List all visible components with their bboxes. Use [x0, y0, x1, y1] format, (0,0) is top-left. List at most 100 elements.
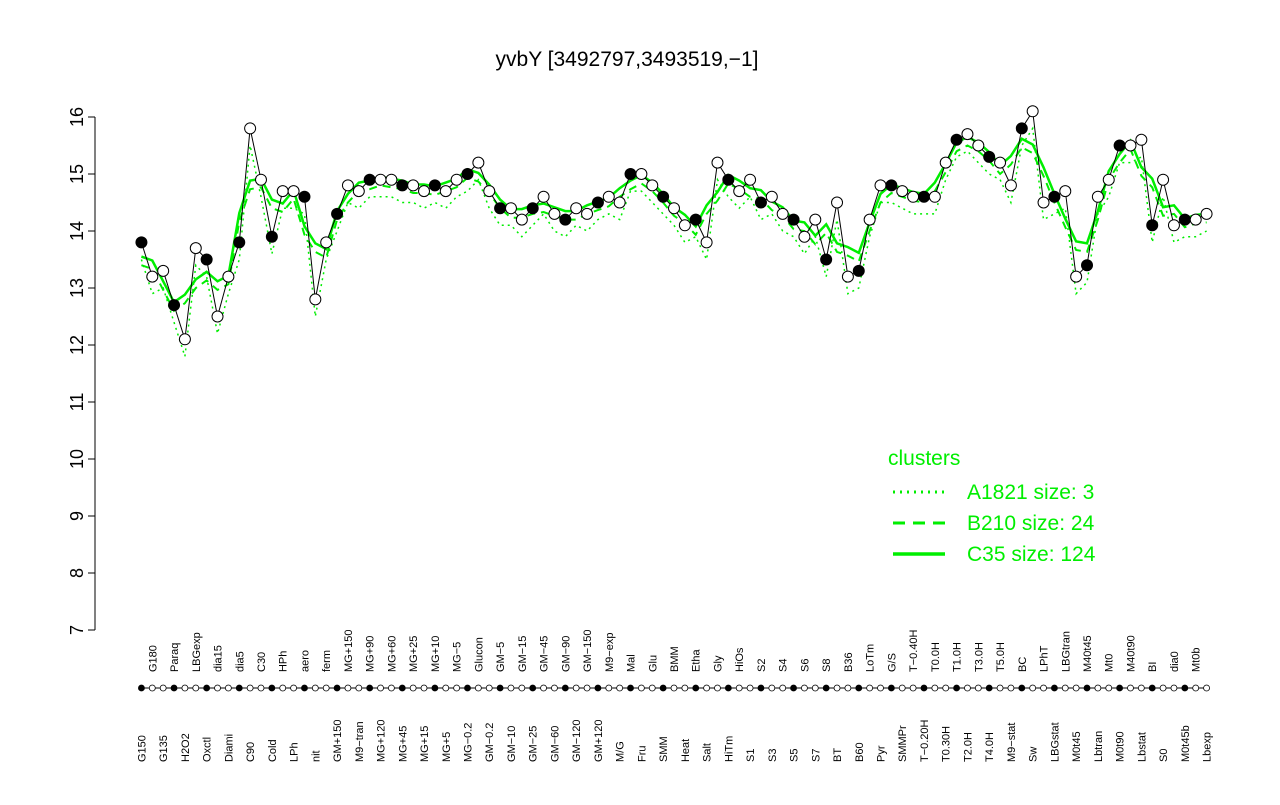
x-tick-label: C30 — [256, 652, 268, 672]
x-tick-marker — [1061, 684, 1069, 692]
x-tick-label: MG+25 — [408, 636, 420, 672]
x-tick-marker — [942, 684, 950, 692]
data-point — [178, 333, 191, 346]
data-point — [222, 270, 235, 283]
x-tick-label: Oxctl — [202, 737, 214, 762]
x-tick-marker — [866, 684, 874, 692]
data-point — [1059, 185, 1072, 198]
x-tick-label: T1.0H — [952, 642, 964, 672]
x-tick-marker — [214, 684, 221, 692]
data-point — [374, 173, 387, 186]
x-tick-label: MG+45 — [397, 726, 409, 762]
x-tick-marker — [138, 684, 145, 692]
x-tick-label: G135 — [158, 735, 170, 762]
x-tick-label: GM−45 — [539, 636, 551, 672]
x-tick-marker — [398, 684, 406, 692]
x-tick-marker — [1203, 684, 1210, 692]
data-point — [1178, 213, 1191, 226]
data-point — [168, 299, 181, 312]
cluster-line-c35 — [140, 135, 1207, 305]
x-tick-marker — [616, 684, 624, 692]
x-tick-label: MG+5 — [441, 732, 453, 762]
data-point — [744, 173, 757, 186]
data-point — [1189, 213, 1202, 226]
data-point — [733, 185, 746, 198]
data-point — [504, 202, 517, 215]
x-tick-label: LBGexp — [191, 632, 203, 672]
x-tick-marker — [1137, 684, 1145, 692]
x-tick-marker — [170, 684, 178, 692]
x-tick-label: T−0.40H — [908, 629, 920, 672]
data-point — [613, 196, 626, 209]
x-tick-marker — [551, 684, 558, 692]
x-tick-label: Fru — [636, 746, 648, 763]
x-tick-label: Mt0b — [1191, 648, 1203, 672]
data-point — [776, 207, 789, 220]
x-tick-label: GM−120 — [571, 720, 583, 763]
data-point — [961, 128, 974, 141]
x-tick-label: Lbexp — [1202, 732, 1214, 762]
y-tick-label: 13 — [67, 278, 87, 298]
x-tick-marker — [355, 684, 363, 692]
x-tick-marker — [268, 684, 276, 692]
data-point — [515, 213, 528, 226]
x-tick-label: M0t45 — [1071, 731, 1083, 762]
data-point — [896, 185, 909, 198]
x-tick-label: T4.0H — [984, 732, 996, 762]
x-tick-marker — [1018, 684, 1026, 692]
x-tick-marker — [877, 684, 884, 692]
x-tick-label: G/S — [886, 653, 898, 672]
x-tick-label: Mal — [626, 654, 638, 672]
x-tick-marker — [648, 684, 656, 692]
x-tick-label: HPh — [278, 651, 290, 672]
data-point — [331, 207, 344, 220]
x-tick-label: LBGstat — [1049, 722, 1061, 762]
x-tick-label: GM−60 — [549, 726, 561, 762]
x-tick-marker — [779, 684, 787, 692]
x-tick-marker — [670, 684, 678, 692]
x-tick-marker — [964, 684, 971, 692]
x-tick-marker — [1116, 684, 1124, 692]
x-tick-label: BC — [1017, 657, 1029, 672]
data-point — [396, 179, 409, 192]
data-point — [831, 196, 844, 209]
data-point — [320, 236, 333, 249]
x-tick-label: S3 — [767, 749, 779, 762]
data-point — [581, 207, 594, 220]
legend-label: C35 size: 124 — [967, 543, 1096, 566]
data-point — [157, 264, 170, 277]
data-point — [863, 213, 876, 226]
x-tick-label: GM−25 — [528, 726, 540, 762]
x-tick-label: M/G — [615, 741, 627, 762]
data-point — [189, 242, 202, 255]
x-tick-label: Cold — [267, 739, 279, 762]
x-tick-marker — [159, 684, 167, 692]
data-point — [841, 270, 854, 283]
x-axis: G150 G180 G135 Paraq H2O2 LBGexp Oxctl dia15 Dia… — [136, 629, 1213, 762]
x-tick-label: dia0 — [1169, 651, 1181, 672]
x-tick-label: Salt — [702, 743, 714, 762]
data-point — [341, 179, 354, 192]
x-tick-label: T5.0H — [995, 642, 1007, 672]
x-tick-label: M9−exp — [604, 633, 616, 672]
data-point — [765, 190, 778, 203]
x-tick-marker — [464, 684, 471, 692]
x-tick-marker — [420, 684, 428, 692]
x-tick-label: Gly — [712, 655, 724, 672]
x-tick-label: Glu — [647, 655, 659, 672]
data-point — [352, 185, 365, 198]
x-tick-marker — [388, 684, 395, 692]
data-point — [1026, 105, 1039, 118]
data-point — [200, 253, 213, 266]
data-point — [287, 185, 300, 198]
data-point — [602, 190, 615, 203]
x-tick-marker — [311, 684, 319, 692]
x-tick-marker — [1181, 684, 1189, 692]
data-point — [526, 202, 539, 215]
data-point — [472, 156, 485, 169]
x-tick-marker — [148, 684, 156, 692]
x-tick-marker — [1148, 684, 1156, 692]
data-point — [1048, 190, 1061, 203]
x-tick-marker — [518, 684, 526, 692]
x-tick-label: S6 — [799, 659, 811, 672]
